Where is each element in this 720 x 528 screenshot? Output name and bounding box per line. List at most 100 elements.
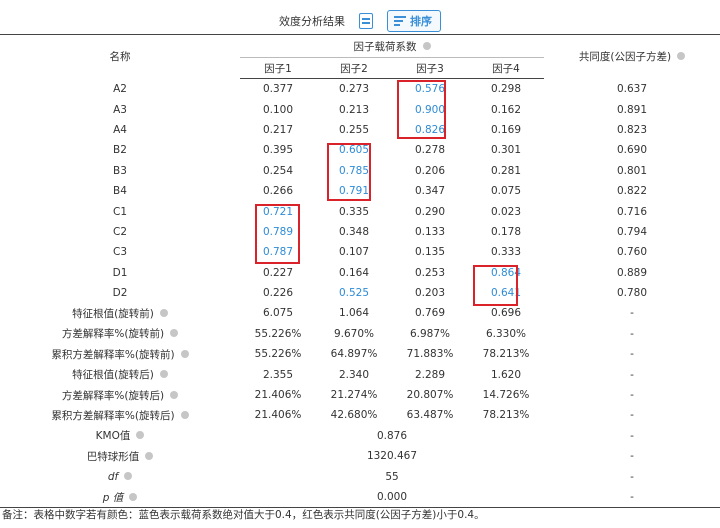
table-row: 方差解释率%(旋转后) 21.406% 21.274% 20.807% 14.726% - xyxy=(0,385,720,405)
factor-header: 因子2 xyxy=(316,57,392,79)
factor-header: 因子4 xyxy=(468,57,544,79)
toolbar: 效度分析结果 排序 xyxy=(0,10,720,32)
table-row: p 值 0.000- xyxy=(0,486,720,509)
communality-cell: - xyxy=(630,307,634,320)
loading-cell: 1.064 xyxy=(338,307,370,320)
row-name: df xyxy=(0,466,240,486)
help-icon[interactable] xyxy=(170,329,179,338)
communality-cell: 0.794 xyxy=(616,225,648,238)
table-row: C1 0.721 0.335 0.290 0.023 0.716 xyxy=(0,201,720,221)
table-row: D2 0.226 0.525 0.203 0.641 0.780 xyxy=(0,283,720,303)
footnote: 备注：表格中数字若有颜色：蓝色表示载荷系数绝对值大于0.4，红色表示共同度(公因… xyxy=(2,509,485,521)
loading-cell: 64.897% xyxy=(330,348,378,361)
loading-header: 因子载荷系数 xyxy=(240,34,544,58)
loading-cell: 6.987% xyxy=(409,327,451,340)
loading-cell: 0.769 xyxy=(414,307,446,320)
help-icon[interactable] xyxy=(159,308,168,317)
loading-cell: 2.340 xyxy=(338,368,370,381)
loading-cell: 0.227 xyxy=(262,266,294,279)
sort-button[interactable]: 排序 xyxy=(387,10,441,32)
communality-cell: - xyxy=(630,327,634,340)
stat-value: 1320.467 xyxy=(366,450,418,463)
help-icon[interactable] xyxy=(180,349,189,358)
row-name: C1 xyxy=(112,205,127,218)
help-icon[interactable] xyxy=(124,471,133,480)
loading-cell: 0.576 xyxy=(414,83,446,96)
row-name: 方差解释率%(旋转后) xyxy=(0,385,240,405)
communality-cell: 0.690 xyxy=(616,144,648,157)
sort-button-label: 排序 xyxy=(410,15,432,28)
table-row: 特征根值(旋转前) 6.075 1.064 0.769 0.696 - xyxy=(0,303,720,323)
loading-cell: 21.406% xyxy=(254,389,302,402)
table-row: B4 0.266 0.791 0.347 0.075 0.822 xyxy=(0,181,720,201)
loading-cell: 6.330% xyxy=(485,327,527,340)
loading-cell: 0.178 xyxy=(490,225,522,238)
communality-cell: - xyxy=(630,348,634,361)
communality-cell: 0.891 xyxy=(616,103,648,116)
communality-cell: 0.889 xyxy=(616,266,648,279)
communality-cell: 0.760 xyxy=(616,246,648,259)
row-name: A2 xyxy=(113,82,127,95)
table-row: A2 0.377 0.273 0.576 0.298 0.637 xyxy=(0,79,720,100)
communality-header: 共同度(公因子方差) xyxy=(544,34,720,79)
table-row: B2 0.395 0.605 0.278 0.301 0.690 xyxy=(0,140,720,160)
communality-cell: - xyxy=(630,368,634,381)
table-row: C3 0.787 0.107 0.135 0.333 0.760 xyxy=(0,242,720,262)
loading-cell: 0.273 xyxy=(338,83,370,96)
stat-value: 55 xyxy=(385,470,399,483)
table-row: df 55 - xyxy=(0,466,720,486)
table-row: C2 0.789 0.348 0.133 0.178 0.794 xyxy=(0,222,720,242)
row-name: B3 xyxy=(113,164,127,177)
communality-cell: - xyxy=(630,450,634,463)
loading-cell: 0.278 xyxy=(414,144,446,157)
factor-header: 因子1 xyxy=(240,57,316,79)
loading-cell: 0.641 xyxy=(490,287,522,300)
row-name: B4 xyxy=(113,185,127,198)
loading-cell: 71.883% xyxy=(406,348,454,361)
loading-cell: 78.213% xyxy=(482,348,530,361)
loading-cell: 0.864 xyxy=(490,266,522,279)
table-row: 累积方差解释率%(旋转后) 21.406% 42.680% 63.487% 78.213… xyxy=(0,405,720,425)
communality-cell: 0.716 xyxy=(616,205,648,218)
loading-cell: 9.670% xyxy=(333,327,375,340)
loading-cell: 0.254 xyxy=(262,164,294,177)
loading-cell: 0.335 xyxy=(338,205,370,218)
help-icon[interactable] xyxy=(136,431,145,440)
loading-cell: 0.347 xyxy=(414,185,446,198)
loading-cell: 2.355 xyxy=(262,368,294,381)
table-row: 累积方差解释率%(旋转前) 55.226% 64.897% 71.883% 78.213… xyxy=(0,344,720,364)
help-icon[interactable] xyxy=(129,492,138,501)
row-name: 累积方差解释率%(旋转前) xyxy=(0,344,240,364)
communality-cell: 0.801 xyxy=(616,164,648,177)
help-icon[interactable] xyxy=(180,410,189,419)
loading-cell: 0.348 xyxy=(338,225,370,238)
loading-cell: 0.721 xyxy=(262,205,294,218)
loading-cell: 2.289 xyxy=(414,368,446,381)
loading-cell: 0.255 xyxy=(338,123,370,136)
loading-cell: 0.605 xyxy=(338,144,370,157)
loading-cell: 55.226% xyxy=(254,327,302,340)
table-row: 方差解释率%(旋转前) 55.226% 9.670% 6.987% 6.330% - xyxy=(0,324,720,344)
document-icon[interactable] xyxy=(359,13,373,29)
loading-cell: 0.377 xyxy=(262,83,294,96)
communality-cell: - xyxy=(544,486,720,509)
help-icon[interactable] xyxy=(677,52,686,61)
sort-lines-icon xyxy=(394,15,406,27)
help-icon[interactable] xyxy=(159,370,168,379)
factor-header: 因子3 xyxy=(392,57,468,79)
loading-cell: 21.406% xyxy=(254,409,302,422)
communality-cell: 0.823 xyxy=(616,123,648,136)
help-icon[interactable] xyxy=(145,451,154,460)
loading-cell: 14.726% xyxy=(482,389,530,402)
help-icon[interactable] xyxy=(170,390,179,399)
loading-cell: 0.298 xyxy=(490,83,522,96)
row-name: C3 xyxy=(112,246,127,259)
table-row: D1 0.227 0.164 0.253 0.864 0.889 xyxy=(0,263,720,283)
loading-cell: 0.395 xyxy=(262,144,294,157)
loading-cell: 0.333 xyxy=(490,246,522,259)
help-icon[interactable] xyxy=(422,41,431,50)
loading-cell: 42.680% xyxy=(330,409,378,422)
row-name: B2 xyxy=(113,144,127,157)
loading-cell: 0.206 xyxy=(414,164,446,177)
row-name: C2 xyxy=(112,225,127,238)
